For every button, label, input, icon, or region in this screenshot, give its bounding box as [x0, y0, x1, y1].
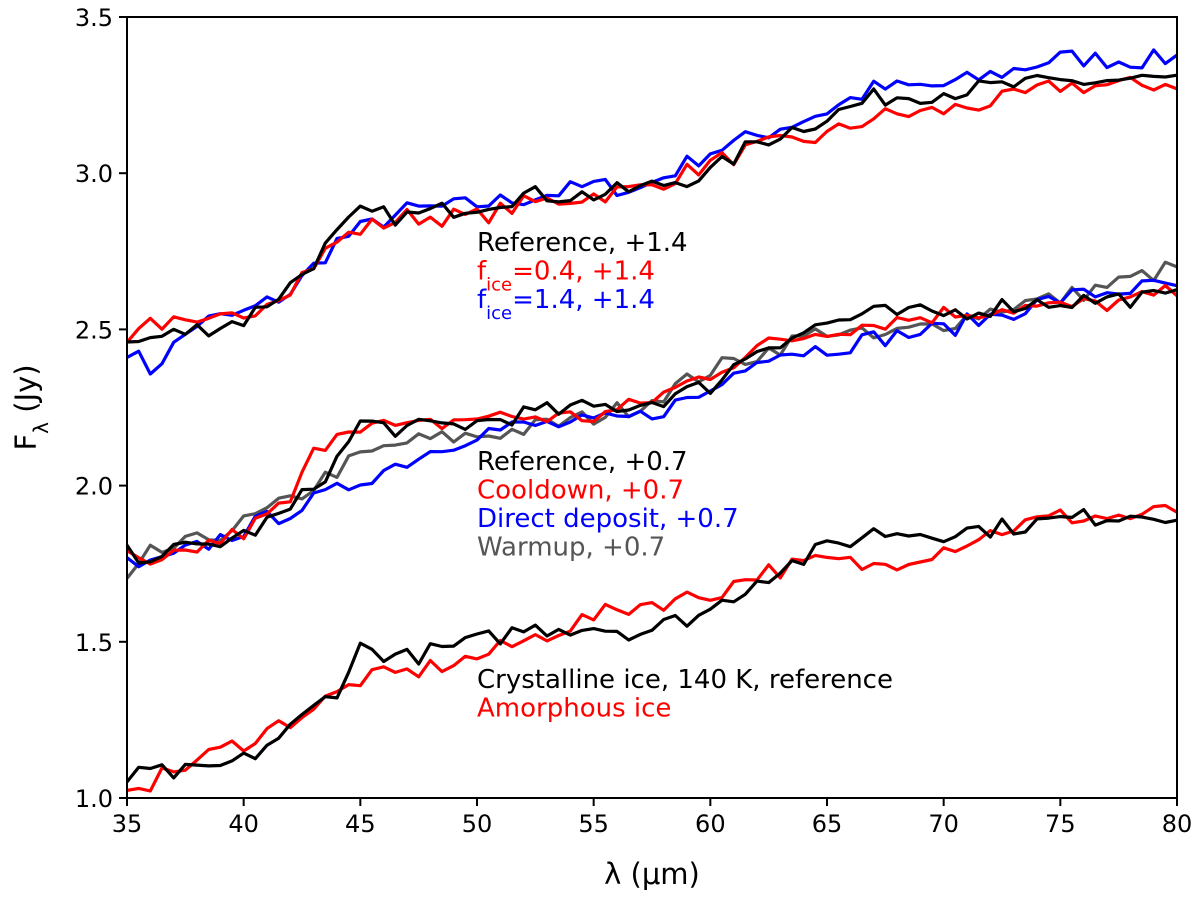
x-tick-label: 75: [1045, 810, 1076, 838]
series-line-top: [126, 73, 1178, 344]
annotation-bottom: Crystalline ice, 140 K, reference: [477, 665, 893, 695]
y-axis-label-main: F: [9, 434, 43, 451]
x-tick-label: 65: [812, 810, 843, 838]
annotation-subscript: ice: [486, 274, 512, 295]
y-axis-label-unit: (Jy): [9, 364, 43, 422]
series-line-top: [125, 75, 1178, 344]
y-tick-label: 1.5: [75, 629, 113, 657]
series-line-bottom: [126, 503, 1178, 793]
x-tick-label: 70: [928, 810, 959, 838]
y-tick-label: 2.5: [75, 316, 113, 344]
annotation-suffix: =1.4, +1.4: [512, 285, 655, 315]
series-line-bottom: [125, 508, 1178, 783]
y-tick-label: 1.0: [75, 785, 113, 813]
plot-frame: [126, 16, 1178, 799]
annotation-prefix: f: [477, 285, 487, 315]
y-axis-label: Fλ (Jy): [9, 364, 53, 450]
y-tick-label: 2.0: [75, 473, 113, 501]
series-layer: [125, 48, 1179, 793]
x-tick-label: 35: [112, 810, 143, 838]
x-tick-label: 50: [462, 810, 493, 838]
annotation-suffix: =0.4, +1.4: [512, 257, 655, 287]
y-tick-label: 3.0: [75, 160, 113, 188]
series-line-middle: [125, 288, 1178, 565]
annotation-middle: Reference, +0.7: [477, 447, 688, 477]
x-axis-label: λ (μm): [604, 857, 700, 891]
x-tick-label: 45: [345, 810, 376, 838]
x-axis-ticks: 35 40 45 50 55 60 65 70 75 80: [112, 798, 1193, 838]
x-tick-label: 40: [228, 810, 259, 838]
x-tick-label: 55: [578, 810, 609, 838]
annotation-middle: Warmup, +0.7: [477, 533, 665, 563]
annotation-prefix: f: [477, 257, 487, 287]
annotation-top: fice=0.4, +1.4: [477, 257, 655, 296]
annotation-bottom: Amorphous ice: [477, 694, 671, 724]
annotation-top: Reference, +1.4: [477, 228, 688, 258]
y-tick-label: 3.5: [75, 4, 113, 32]
y-axis-label-sub: λ: [29, 422, 53, 434]
annotation-subscript: ice: [486, 303, 512, 324]
x-tick-label: 60: [695, 810, 726, 838]
annotation-top: fice=1.4, +1.4: [477, 285, 655, 324]
series-line-middle: [126, 278, 1178, 569]
y-axis-ticks: 1.0 1.5 2.0 2.5 3.0 3.5: [75, 4, 127, 813]
annotation-middle: Direct deposit, +0.7: [477, 504, 739, 534]
annotation-middle: Cooldown, +0.7: [477, 476, 684, 506]
x-tick-label: 80: [1162, 810, 1193, 838]
